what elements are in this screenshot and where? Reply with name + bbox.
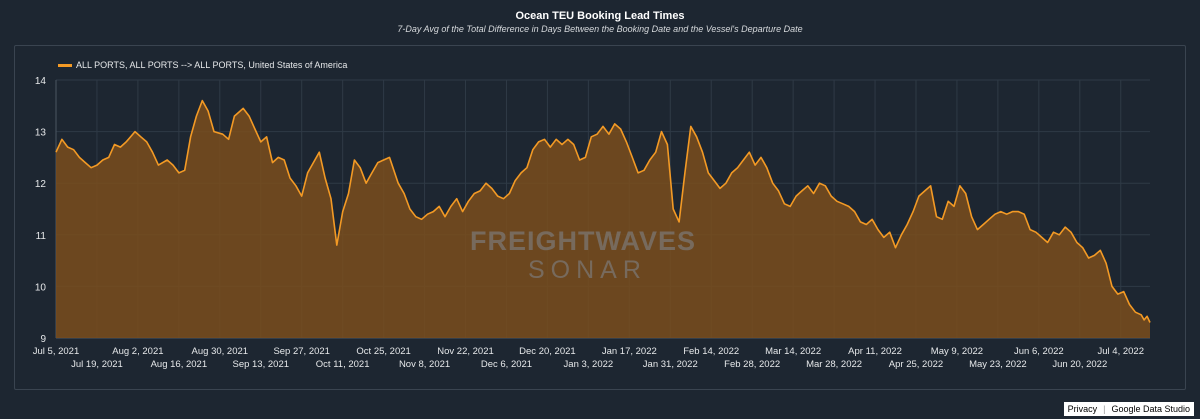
x-tick-label: Jan 31, 2022 [643,359,698,370]
chart-legend[interactable]: ALL PORTS, ALL PORTS --> ALL PORTS, Unit… [58,60,347,70]
chart-subtitle: 7-Day Avg of the Total Difference in Day… [397,24,803,34]
chart-panel [14,45,1186,390]
y-tick-label: 11 [36,231,47,242]
x-tick-label: Jan 3, 2022 [564,359,614,370]
x-axis: Jul 5, 2021 Jul 19, 2021 Aug 2, 2021 Aug 16… [33,346,1144,370]
x-tick-label: Mar 28, 2022 [806,359,862,370]
y-tick-label: 14 [35,76,47,87]
plot-area [55,99,1151,338]
series-line [55,99,1151,323]
privacy-link[interactable]: Privacy [1067,404,1098,414]
x-tick-label: Aug 2, 2021 [112,346,163,357]
footer: Privacy | Google Data Studio [1063,402,1194,416]
legend-swatch [58,63,72,67]
watermark-sonar: SONAR [528,256,647,284]
y-tick-label: 13 [35,128,47,139]
data-studio-link[interactable]: Google Data Studio [1111,404,1190,414]
chart-title: Ocean TEU Booking Lead Times [515,10,685,22]
x-tick-label: Jul 19, 2021 [71,359,123,370]
x-tick-label: Aug 16, 2021 [151,359,208,370]
x-tick-label: May 9, 2022 [931,346,983,357]
series-area [56,100,1150,338]
footer-separator: | [1103,404,1106,414]
x-tick-label: Jan 17, 2022 [602,346,657,357]
x-tick-label: Oct 11, 2021 [316,359,370,370]
x-tick-label: Oct 25, 2021 [356,346,410,357]
x-tick-label: Aug 30, 2021 [192,346,249,357]
y-tick-label: 10 [35,282,47,293]
x-tick-label: Feb 28, 2022 [724,359,780,370]
x-tick-label: Apr 11, 2022 [848,346,902,357]
x-tick-label: Jun 6, 2022 [1014,346,1064,357]
legend-label: ALL PORTS, ALL PORTS --> ALL PORTS, Unit… [76,60,348,70]
x-tick-label: Nov 22, 2021 [437,346,494,357]
watermark-freightwaves: FREIGHTWAVES [470,226,697,256]
x-tick-label: Nov 8, 2021 [399,359,450,370]
x-tick-label: May 23, 2022 [969,359,1027,370]
x-tick-label: Sep 27, 2021 [273,346,330,357]
x-tick-label: Jul 5, 2021 [33,346,79,357]
x-tick-label: Apr 25, 2022 [889,359,943,370]
x-tick-label: Jun 20, 2022 [1052,359,1107,370]
x-tick-label: Feb 14, 2022 [683,346,739,357]
x-tick-label: Mar 14, 2022 [765,346,821,357]
x-tick-label: Sep 13, 2021 [232,359,289,370]
x-tick-label: Dec 20, 2021 [519,346,576,357]
x-tick-label: Dec 6, 2021 [481,359,532,370]
y-tick-label: 9 [40,334,46,345]
x-tick-label: Jul 4, 2022 [1098,346,1144,357]
y-axis: 9 10 11 12 13 14 [35,76,47,345]
y-tick-label: 12 [35,179,47,190]
